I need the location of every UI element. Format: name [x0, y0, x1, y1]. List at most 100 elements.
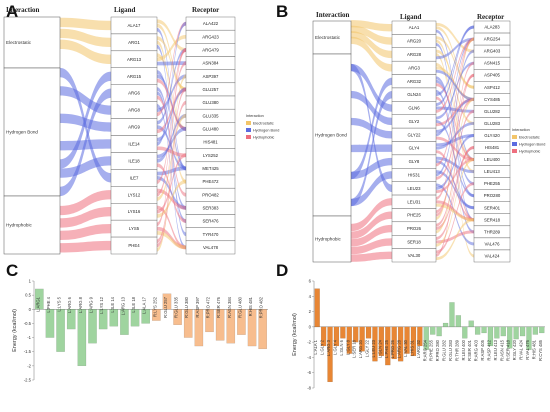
- x-tick-label: L:PHE 4: [46, 296, 51, 312]
- flow-ligand-receptor: [436, 134, 474, 190]
- interaction-node: [312, 215, 352, 263]
- bar: [327, 326, 333, 383]
- flow-ligand-receptor: [436, 83, 474, 162]
- x-tick-label: L:GLN 6: [339, 339, 344, 355]
- bar: [430, 326, 436, 335]
- legend-swatch-electrostatic: [246, 121, 251, 125]
- ligand-label: LYS16: [128, 209, 141, 214]
- x-tick-label: R:LEU 413: [493, 339, 498, 360]
- y-tick-label: 0: [309, 324, 312, 329]
- ligand-label: ALA17: [128, 23, 142, 28]
- flow-ligand-receptor: [157, 21, 186, 146]
- header-receptor-a: Receptor: [192, 6, 219, 14]
- flow-interaction-ligand: [60, 86, 111, 115]
- interaction-node: [312, 53, 352, 217]
- panel-label-d: D: [276, 261, 288, 280]
- x-tick-label: L:HIS 31: [409, 339, 414, 356]
- header-interaction-a: Interaction: [6, 6, 40, 14]
- receptor-label: ARG479: [202, 47, 219, 52]
- bar: [519, 326, 526, 337]
- flow-interaction-ligand: [351, 63, 392, 112]
- flow-interaction-ligand: [351, 25, 392, 45]
- ligand-label: LEU23: [407, 186, 421, 191]
- x-tick-label: R:HIS 481: [531, 339, 536, 359]
- x-tick-label: R:GLY 420: [512, 339, 517, 360]
- flow-ligand-receptor: [157, 100, 186, 248]
- flow-ligand-receptor: [157, 21, 186, 117]
- bar: [500, 326, 506, 337]
- bar: [130, 309, 140, 327]
- flow-ligand-receptor: [436, 73, 474, 257]
- x-tick-label: R:GLU 257: [163, 296, 168, 318]
- x-tick-label: L:ARG 13: [120, 296, 125, 315]
- legend-swatch-hydrophobic: [246, 135, 251, 139]
- receptor-label: ARG254: [484, 37, 501, 42]
- flow-ligand-receptor: [436, 66, 474, 101]
- ligand-label: GLY8: [409, 159, 420, 164]
- flow-ligand-receptor: [157, 44, 186, 237]
- x-tick-label: R:ASN 384: [227, 296, 232, 318]
- x-tick-label: L:VAL 30: [403, 339, 408, 356]
- flow-ligand-receptor: [436, 37, 474, 220]
- flow-interaction-ligand: [351, 31, 392, 59]
- receptor-label: LEU400: [484, 157, 500, 162]
- ligand-label: LYS12: [128, 192, 141, 197]
- flow-interaction-ligand: [351, 224, 392, 247]
- receptor-label: VAL478: [203, 245, 219, 250]
- receptor-label: CYS485: [484, 97, 501, 102]
- y-tick-label: 0: [29, 307, 32, 312]
- legend-b: Interaction Electrostatic Hydrogen Bond …: [512, 128, 545, 154]
- flow-ligand-receptor: [436, 158, 474, 194]
- bar: [487, 326, 494, 347]
- flow-ligand-receptor: [436, 160, 474, 210]
- flow-ligand-receptor: [436, 218, 474, 261]
- interaction-node: [3, 195, 61, 255]
- ligand-label: ARG28: [407, 52, 422, 57]
- x-tick-label: L:LEU 23: [371, 339, 376, 357]
- ligand-label: PHE25: [407, 213, 421, 218]
- bar: [237, 309, 246, 335]
- x-tick-label: L:ARG 9: [89, 296, 94, 313]
- x-tick-label: R:GLU 335: [174, 296, 179, 318]
- x-tick-label: L:ARG 6: [67, 296, 72, 313]
- receptor-label: LEU413: [484, 169, 500, 174]
- receptor-label: GLU257: [202, 87, 219, 92]
- bar: [205, 309, 214, 333]
- ligand-label: GLY4: [409, 146, 420, 151]
- flow-ligand-receptor: [157, 23, 186, 92]
- flow-ligand-receptor: [436, 37, 474, 200]
- bar: [449, 302, 455, 328]
- y-tick-label: 4: [309, 294, 312, 299]
- x-tick-label: R:ARG 403: [474, 339, 479, 361]
- bar: [423, 326, 429, 350]
- bar: [385, 326, 391, 366]
- flow-ligand-receptor: [157, 27, 186, 171]
- receptor-label: GLU380: [202, 100, 219, 105]
- y-tick-label: 0.5: [25, 293, 31, 298]
- flow-ligand-receptor: [157, 87, 186, 244]
- bar: [333, 326, 340, 347]
- flow-ligand-receptor: [157, 61, 186, 66]
- alluvial-flows: [351, 20, 474, 262]
- flow-ligand-receptor: [436, 73, 474, 214]
- ligand-label: LEU31: [407, 199, 421, 204]
- bar: [507, 326, 513, 349]
- legend-label-hydrophobic: Hydrophobic: [253, 136, 274, 140]
- flow-interaction-ligand: [60, 240, 111, 253]
- bar: [494, 326, 500, 339]
- receptor-label: TYR470: [203, 232, 219, 237]
- ligand-label: ARG3: [408, 65, 420, 70]
- flow-interaction-ligand: [60, 156, 111, 178]
- ligand-label: ARG8: [128, 108, 140, 113]
- legend-title: Interaction: [512, 128, 530, 132]
- flow-ligand-receptor: [436, 61, 474, 217]
- x-tick-label: R:ASP 397: [195, 296, 200, 317]
- interaction-node: [3, 16, 61, 69]
- bar: [481, 326, 487, 334]
- receptor-label: ASN384: [202, 61, 219, 66]
- ligand-label: ARG6: [128, 91, 140, 96]
- ligand-label: GLY2: [409, 119, 420, 124]
- flow-ligand-receptor: [157, 34, 186, 62]
- flow-ligand-receptor: [436, 121, 474, 150]
- ligand-label: PRO26: [407, 226, 422, 231]
